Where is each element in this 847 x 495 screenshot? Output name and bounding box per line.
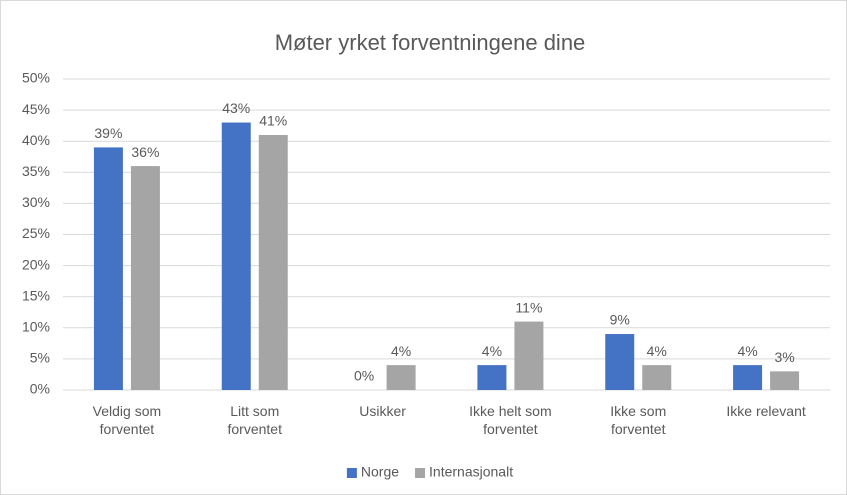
data-label: 4% — [391, 343, 411, 359]
bar — [477, 365, 507, 390]
data-label: 4% — [647, 343, 667, 359]
bar — [514, 321, 544, 390]
data-label: 11% — [515, 299, 542, 315]
data-label: 4% — [482, 343, 502, 359]
y-tick-label: 35% — [22, 163, 50, 179]
bar — [770, 371, 800, 390]
y-tick-label: 25% — [22, 225, 50, 241]
x-tick-label: Ikke som forventet — [610, 403, 667, 437]
bar — [642, 365, 672, 390]
y-tick-label: 15% — [22, 287, 50, 303]
legend-swatch — [415, 468, 426, 478]
y-tick-label: 10% — [22, 319, 50, 335]
bar — [93, 147, 123, 390]
bar — [258, 134, 288, 390]
chart-title: Møter yrket forventningene dine — [275, 30, 586, 55]
x-tick-label: Litt som forventet — [227, 403, 282, 437]
data-label: 9% — [610, 312, 630, 328]
bar — [130, 166, 160, 390]
bar — [605, 334, 635, 390]
y-tick-label: 45% — [22, 101, 50, 117]
data-label: 3% — [774, 349, 794, 365]
x-tick-label: Veldig som forventet — [92, 403, 162, 437]
y-tick-label: 40% — [22, 132, 50, 148]
data-label: 41% — [259, 113, 287, 129]
legend-label: Norge — [361, 464, 399, 480]
data-label: 36% — [131, 144, 159, 160]
y-tick-label: 50% — [22, 70, 50, 86]
x-tick-label: Ikke relevant — [726, 403, 806, 419]
y-tick-label: 5% — [30, 350, 50, 366]
x-tick-label: Usikker — [359, 403, 406, 419]
y-tick-label: 0% — [30, 381, 50, 397]
bar — [221, 122, 251, 390]
data-label: 4% — [737, 343, 757, 359]
y-tick-label: 30% — [22, 194, 50, 210]
data-label: 0% — [354, 368, 374, 384]
x-tick-label: Ikke helt som forventet — [469, 403, 552, 437]
bar — [733, 365, 763, 390]
legend-swatch — [346, 468, 357, 478]
legend-label: Internasjonalt — [429, 464, 513, 480]
y-tick-label: 20% — [22, 256, 50, 272]
bar — [386, 365, 416, 390]
data-label: 43% — [222, 100, 250, 116]
data-label: 39% — [94, 125, 122, 141]
